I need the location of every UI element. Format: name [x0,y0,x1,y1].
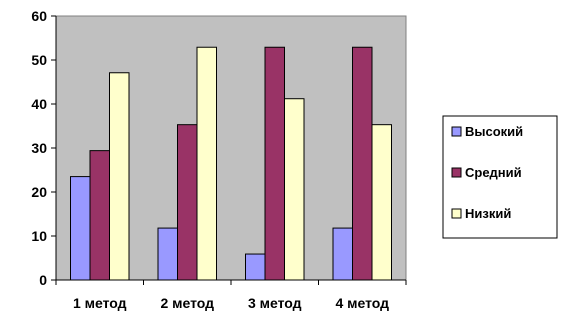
bar-3-1 [109,72,130,281]
y-tick-label: 10 [31,228,47,244]
y-tick-label: 30 [31,140,47,156]
bars [70,46,392,281]
bar-2-3 [264,46,285,281]
legend-swatch-1 [451,126,462,137]
bar-2-1 [89,150,110,281]
bar-3-3 [284,98,305,281]
legend-swatch-2 [451,167,462,178]
x-category-label: 4 метод [335,295,389,311]
bar-1-4 [332,227,353,281]
bar-1-3 [245,253,266,281]
y-tick-label: 60 [31,8,47,24]
bar-2-2 [177,124,198,281]
y-tick-label: 20 [31,184,47,200]
x-category-label: 2 метод [160,295,214,311]
y-tick-label: 0 [39,272,47,288]
legend-box [442,115,558,239]
legend-label-2: Средний [465,165,522,180]
y-tick-label: 50 [31,52,47,68]
x-axis: 1 метод 2 метод 3 метод 4 метод [55,279,407,311]
x-category-label: 3 метод [248,295,302,311]
bar-1-2 [157,227,178,281]
legend-label-1: Высокий [465,124,523,139]
legend-swatch-3 [451,208,462,219]
bar-1-1 [70,176,91,281]
bar-2-4 [352,46,373,281]
y-tick-label: 40 [31,96,47,112]
bar-3-4 [371,124,392,281]
bar-3-2 [196,46,217,281]
x-category-label: 1 метод [73,295,127,311]
legend: Высокий Средний Низкий [442,115,558,239]
y-axis: 0 10 20 30 40 50 60 [31,8,57,288]
legend-label-3: Низкий [465,206,511,221]
